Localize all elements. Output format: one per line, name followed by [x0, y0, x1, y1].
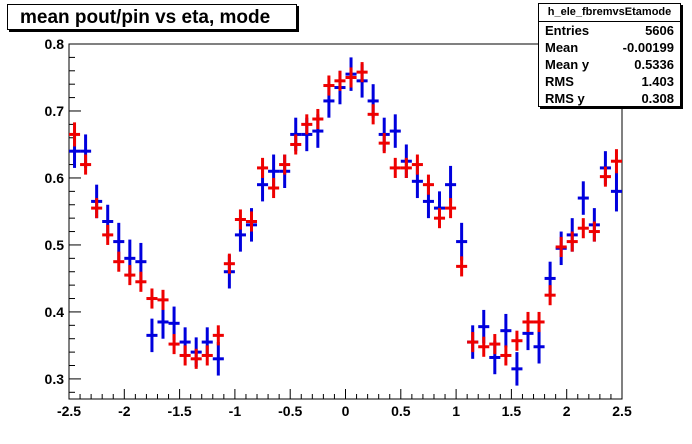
blue-data-point — [610, 171, 622, 212]
red-data-point — [367, 104, 379, 125]
red-data-point — [577, 218, 589, 239]
stats-value: 5606 — [645, 23, 674, 38]
red-data-point — [301, 114, 313, 135]
stats-value: 1.403 — [641, 74, 674, 89]
red-data-point — [400, 157, 412, 178]
x-tick-label: 2.5 — [612, 403, 632, 419]
stats-value: 0.308 — [641, 91, 674, 106]
stats-name: h_ele_fbremvsEtamode — [539, 4, 680, 22]
red-data-point — [179, 345, 191, 366]
red-data-point — [323, 75, 335, 96]
red-data-point — [456, 256, 468, 277]
y-tick-label: 0.4 — [45, 304, 65, 320]
data-series — [69, 57, 622, 386]
blue-data-point — [500, 313, 512, 348]
red-data-point — [610, 149, 622, 174]
red-data-point — [212, 325, 224, 346]
x-tick-label: -2 — [118, 403, 131, 419]
y-tick-label: 0.5 — [45, 237, 65, 253]
x-tick-label: 2 — [563, 403, 571, 419]
red-data-point — [445, 198, 457, 219]
red-data-point — [113, 251, 125, 272]
red-data-point — [257, 157, 269, 178]
stats-value: 0.5336 — [634, 57, 674, 72]
red-data-point — [588, 221, 600, 242]
y-tick-label: 0.3 — [45, 371, 65, 387]
red-data-point — [124, 265, 136, 286]
red-data-point — [599, 166, 611, 187]
red-data-point — [91, 198, 103, 219]
stats-label: Entries — [545, 23, 590, 38]
x-tick-label: -1.5 — [168, 403, 192, 419]
red-data-point — [268, 177, 280, 199]
stats-row-rms: RMS 1.403 — [539, 73, 680, 90]
blue-data-point — [456, 222, 468, 261]
red-data-point — [467, 332, 479, 353]
red-data-point — [500, 345, 512, 366]
x-tick-label: 1.5 — [502, 403, 522, 419]
red-data-point — [566, 231, 578, 252]
red-data-point — [522, 311, 534, 333]
x-tick-label: 1 — [452, 403, 460, 419]
blue-data-point — [389, 114, 401, 148]
blue-data-point — [445, 165, 457, 204]
red-data-point — [279, 154, 291, 175]
red-data-point — [334, 70, 346, 91]
x-tick-label: 0 — [342, 403, 350, 419]
blue-data-point — [511, 352, 523, 386]
red-data-point — [201, 345, 213, 366]
stats-label: RMS y — [545, 91, 585, 106]
red-data-point — [433, 208, 446, 229]
red-data-point — [290, 134, 302, 155]
red-data-point — [544, 285, 556, 306]
x-tick-label: -1 — [229, 403, 242, 419]
stats-value: -0.00199 — [622, 40, 674, 55]
blue-data-point — [212, 342, 224, 376]
red-data-point — [511, 330, 523, 351]
blue-data-point — [577, 181, 589, 215]
stats-label: RMS — [545, 74, 574, 89]
x-tick-label: 0.5 — [391, 403, 411, 419]
red-data-point — [312, 108, 324, 130]
red-data-point — [533, 311, 545, 333]
blue-data-point — [146, 318, 158, 353]
blue-data-point — [533, 330, 545, 364]
red-data-point — [135, 271, 147, 292]
red-data-point — [69, 122, 81, 147]
red-data-point — [411, 154, 423, 175]
red-data-point — [245, 211, 258, 232]
red-data-point — [378, 133, 390, 154]
red-data-point — [478, 336, 490, 357]
y-tick-label: 0.7 — [45, 103, 65, 119]
red-data-point — [190, 348, 202, 369]
x-tick-label: -2.5 — [57, 403, 81, 419]
stats-label: Mean y — [545, 57, 590, 72]
axis-ticks: -2.5 -2 -1.5 -1 -0.5 0 0.5 1 1.5 2 2.5 0.3 0.4 0.5 0.6… — [45, 36, 632, 419]
red-data-point — [489, 334, 501, 355]
red-data-point — [102, 224, 114, 245]
red-data-point — [555, 236, 567, 257]
red-data-point — [234, 209, 246, 230]
y-tick-label: 0.8 — [45, 36, 65, 52]
y-tick-label: 0.6 — [45, 170, 65, 186]
red-data-point — [168, 334, 180, 355]
stats-row-mean: Mean -0.00199 — [539, 39, 680, 56]
stats-box: h_ele_fbremvsEtamode Entries 5606 Mean -… — [538, 3, 681, 107]
stats-label: Mean — [545, 40, 579, 55]
red-data-point — [389, 157, 401, 178]
red-data-point — [356, 62, 368, 83]
red-data-point — [146, 288, 158, 309]
stats-row-mean-y: Mean y 0.5336 — [539, 56, 680, 73]
blue-data-point — [157, 305, 169, 339]
x-tick-label: -0.5 — [278, 403, 302, 419]
red-data-point — [345, 67, 357, 88]
red-data-point — [223, 253, 235, 274]
red-data-point — [157, 289, 169, 310]
stats-row-entries: Entries 5606 — [539, 22, 680, 39]
chart-title: mean pout/pin vs eta, mode — [7, 4, 297, 30]
stats-row-rms-y: RMS y 0.308 — [539, 90, 680, 107]
red-data-point — [422, 174, 434, 195]
red-data-point — [80, 154, 92, 175]
